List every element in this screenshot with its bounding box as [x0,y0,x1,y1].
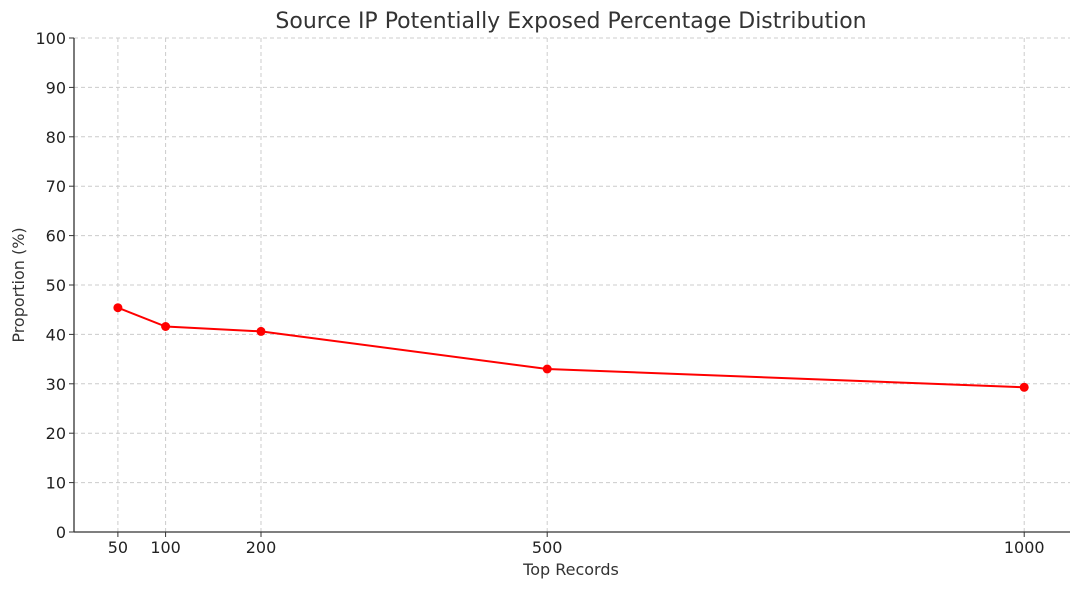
y-axis-label: Proportion (%) [9,227,28,342]
x-tick-label: 200 [246,538,277,557]
x-tick-label: 100 [150,538,181,557]
y-tick-label: 70 [46,177,66,196]
y-tick-label: 60 [46,227,66,246]
x-tick-label: 1000 [1004,538,1045,557]
y-tick-label: 0 [56,523,66,542]
data-point [256,326,266,336]
y-tick-label: 90 [46,78,66,97]
y-tick-label: 50 [46,276,66,295]
y-tick-label: 20 [46,424,66,443]
x-tick-label: 50 [108,538,128,557]
chart-title: Source IP Potentially Exposed Percentage… [275,9,866,34]
ticks: 0 10 20 30 40 50 60 70 80 90 100 50 100 200 500 1000 [35,29,1044,557]
data-point [1019,382,1029,392]
x-tick-label: 500 [532,538,563,557]
y-tick-label: 100 [35,29,66,48]
data-point [113,303,123,313]
data-point [542,364,552,374]
grid [74,37,1070,532]
y-tick-label: 30 [46,375,66,394]
y-tick-label: 80 [46,128,66,147]
data-point [161,322,171,331]
x-axis-label: Top Records [522,560,619,579]
series [113,303,1029,392]
y-tick-label: 10 [46,474,66,493]
y-tick-label: 40 [46,325,66,344]
series-line [117,306,1025,389]
